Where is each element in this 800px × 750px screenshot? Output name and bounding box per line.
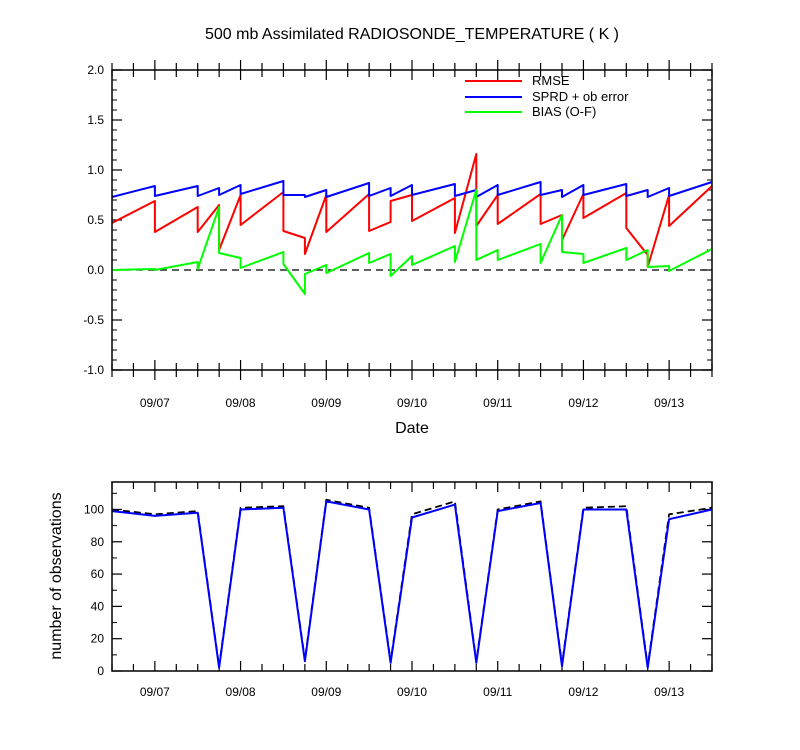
y-tick-label: 0 <box>97 664 104 678</box>
y-tick-label: -0.5 <box>83 313 104 327</box>
x-tick-label: 09/09 <box>311 396 341 410</box>
y-tick-label: 100 <box>84 502 104 516</box>
x-tick-label: 09/11 <box>483 685 512 699</box>
y-tick-label: 2.0 <box>87 63 104 77</box>
x-tick-label: 09/09 <box>311 685 341 699</box>
x-tick-label: 09/07 <box>140 685 170 699</box>
legend-entry: SPRD + ob error <box>532 89 629 104</box>
top-chart-series <box>111 153 713 295</box>
series-line-dashed-black <box>111 498 713 668</box>
y-tick-label: 1.5 <box>87 113 104 127</box>
bottom-chart: 09/07 09/08 09/09 09/10 09/11 09/12 09/13 0 20 40… <box>48 481 713 699</box>
x-tick-label: 09/11 <box>483 396 512 410</box>
x-tick-label: 09/13 <box>654 396 684 410</box>
series-line-bias-o-f <box>111 189 713 295</box>
x-tick-label: 09/10 <box>397 685 427 699</box>
bottom-chart-ticks: 09/07 09/08 09/09 09/10 09/11 09/12 09/13 0 20 40… <box>84 482 713 699</box>
x-tick-label: 09/07 <box>140 396 170 410</box>
legend-entry: RMSE <box>532 73 570 88</box>
x-tick-label: 09/08 <box>226 396 256 410</box>
top-chart-ticks: 09/07 09/08 09/09 09/10 09/11 09/12 09/13 2.0 1.… <box>83 60 713 410</box>
series-line-sprd-ob-error <box>111 180 713 198</box>
y-tick-label: -1.0 <box>83 363 104 377</box>
x-tick-label: 09/08 <box>226 685 256 699</box>
bottom-plot-frame <box>111 481 713 672</box>
legend-entry: BIAS (O-F) <box>532 104 596 119</box>
x-tick-label: 09/12 <box>568 685 598 699</box>
x-axis-title: Date <box>395 420 429 437</box>
chart-title: 500 mb Assimilated RADIOSONDE_TEMPERATUR… <box>205 26 619 43</box>
y-tick-label: 1.0 <box>87 163 104 177</box>
y-tick-label: 20 <box>91 632 105 646</box>
y-tick-label: 0.5 <box>87 213 104 227</box>
y-tick-label: 0.0 <box>87 263 104 277</box>
x-tick-label: 09/12 <box>568 396 598 410</box>
top-plot-frame <box>111 69 713 371</box>
x-tick-label: 09/10 <box>397 396 427 410</box>
y-axis-title: number of observations <box>48 492 65 659</box>
top-chart: 500 mb Assimilated RADIOSONDE_TEMPERATUR… <box>83 26 713 437</box>
y-tick-label: 80 <box>91 535 105 549</box>
series-line-rmse <box>111 153 713 268</box>
bottom-chart-series <box>111 498 713 669</box>
series-line-solid-blue <box>111 500 713 669</box>
y-tick-label: 40 <box>91 599 105 613</box>
y-tick-label: 60 <box>91 567 105 581</box>
x-tick-label: 09/13 <box>654 685 684 699</box>
